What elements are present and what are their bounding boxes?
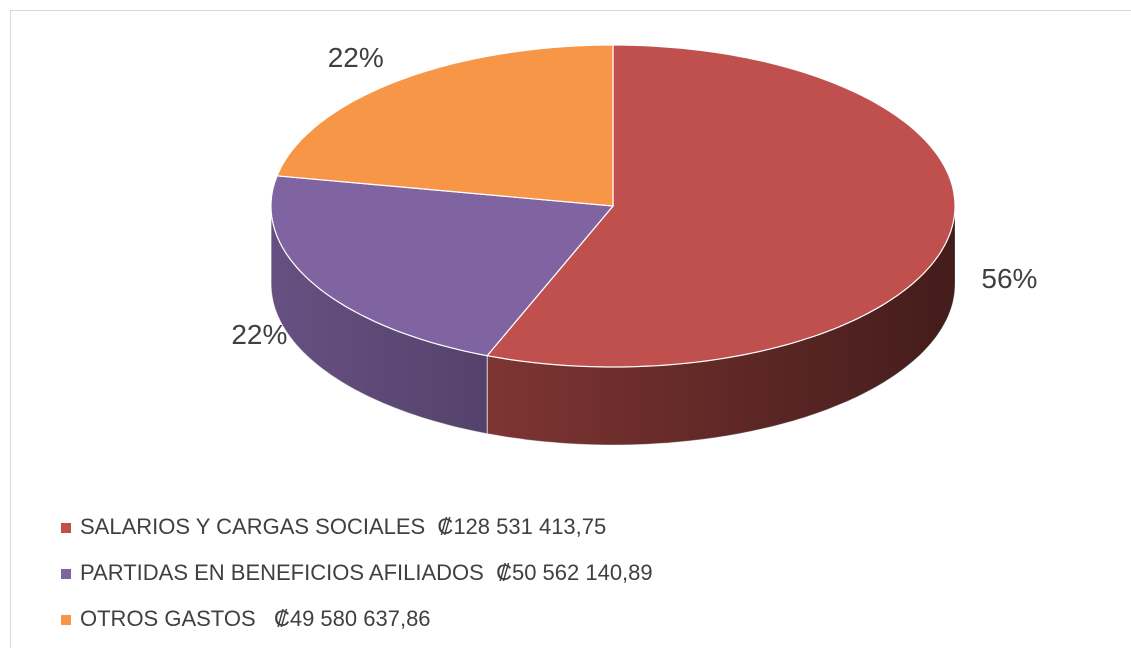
legend-swatch	[61, 569, 71, 579]
legend-swatch	[61, 615, 71, 625]
slice-side-shade	[271, 206, 488, 434]
legend-label: OTROS GASTOS ₡49 580 637,86	[80, 606, 431, 631]
legend-label: SALARIOS Y CARGAS SOCIALES ₡128 531 413,…	[80, 514, 606, 539]
legend-swatch	[61, 523, 71, 533]
legend-label: PARTIDAS EN BENEFICIOS AFILIADOS ₡50 562…	[80, 560, 653, 585]
slice	[270, 175, 615, 357]
slice-side-shade	[487, 206, 955, 445]
slice	[485, 44, 956, 368]
data-label: 22%	[328, 42, 384, 73]
data-label: 56%	[981, 263, 1037, 294]
slice	[276, 44, 614, 207]
data-label: 22%	[231, 319, 287, 350]
